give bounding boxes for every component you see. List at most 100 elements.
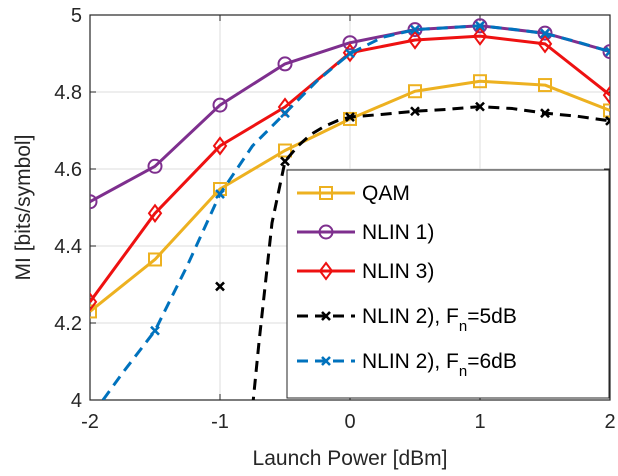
y-axis-label: MI [bits/symbol]	[12, 135, 35, 281]
data-point	[407, 30, 423, 50]
marker-x-stroke	[410, 106, 420, 117]
legend-label-sub: n	[459, 363, 467, 380]
marker-x-stroke	[150, 325, 160, 336]
legend-label-main: NLIN 2), F	[362, 305, 459, 328]
marker-x-stroke	[540, 108, 550, 119]
legend-item: QAM	[297, 182, 410, 205]
legend-label: NLIN 3)	[362, 260, 434, 283]
data-point	[473, 74, 487, 89]
legend-item: NLIN 2), Fn=5dB	[297, 305, 517, 335]
data-point	[280, 108, 290, 119]
marker-x-stroke	[280, 156, 290, 167]
legend-marker	[318, 261, 334, 281]
marker-x-stroke	[215, 189, 225, 199]
data-point	[540, 108, 550, 119]
legend-label-tail: =6dB	[467, 350, 517, 373]
legend-marker	[318, 224, 334, 240]
data-point	[537, 25, 553, 41]
data-point	[150, 325, 160, 336]
data-point	[408, 84, 422, 99]
data-point	[277, 56, 293, 72]
tick-labels: -2 -1 0 1 2 4 4.2 4.4 4.6 4.8 5	[54, 5, 615, 433]
series-layer	[90, 18, 610, 400]
data-point	[605, 46, 610, 57]
marker-x-stroke	[605, 119, 610, 126]
legend-label: NLIN 2), Fn=6dB	[362, 350, 517, 380]
legend-label-sub: n	[459, 318, 467, 335]
marker-x-stroke	[410, 24, 420, 35]
data-point	[345, 48, 355, 59]
series-3	[215, 101, 610, 400]
legend-label: QAM	[362, 182, 410, 205]
marker-x-stroke	[321, 356, 331, 366]
data-point	[602, 85, 610, 105]
data-point	[540, 28, 550, 39]
x-axis-label: Launch Power [dBm]	[253, 447, 448, 470]
marker-x-stroke	[215, 281, 225, 292]
marker-x-stroke	[540, 28, 550, 39]
marker-x-stroke	[475, 101, 485, 112]
series-line	[90, 24, 610, 204]
data-point	[90, 194, 98, 210]
data-point	[147, 158, 163, 174]
data-point	[215, 281, 225, 292]
data-point	[472, 26, 488, 46]
legend-item: NLIN 3)	[297, 260, 434, 283]
y-tick-label: 4.2	[54, 313, 82, 335]
data-point	[603, 103, 610, 118]
marker-x-stroke	[605, 115, 610, 123]
data-point	[475, 101, 485, 112]
data-point	[215, 189, 225, 199]
legend-item: NLIN 1)	[297, 221, 434, 244]
series-1	[90, 18, 610, 210]
legend-marker	[321, 356, 331, 366]
y-tick-label: 4.6	[54, 159, 82, 181]
data-point	[90, 292, 98, 312]
marker-x-stroke	[605, 46, 610, 54]
marker-x-stroke	[345, 112, 355, 122]
marker-x-stroke	[605, 49, 610, 57]
data-point	[280, 156, 290, 167]
data-point	[277, 97, 293, 117]
x-tick-label: -1	[211, 411, 229, 433]
x-tick-label: 1	[474, 411, 485, 433]
y-tick-label: 4	[71, 390, 82, 412]
legend-label-main: NLIN 2), F	[362, 350, 459, 373]
data-point	[538, 78, 552, 93]
data-point	[342, 35, 358, 51]
legend-label: NLIN 2), Fn=5dB	[362, 305, 517, 335]
marker-x-stroke	[345, 48, 355, 59]
data-point	[602, 44, 610, 60]
data-point	[343, 111, 357, 126]
legend-marker	[319, 186, 333, 200]
legend-label: NLIN 1)	[362, 221, 434, 244]
series-0	[90, 74, 610, 319]
y-tick-label: 4.8	[54, 82, 82, 104]
series-4	[101, 20, 610, 400]
data-point	[410, 24, 420, 35]
x-tick-label: 2	[604, 411, 615, 433]
legend-item: NLIN 2), Fn=6dB	[297, 350, 517, 380]
marker-x-stroke	[280, 108, 290, 119]
data-point	[278, 143, 292, 158]
data-point	[605, 115, 610, 126]
series-line	[101, 24, 610, 400]
data-point	[410, 106, 420, 117]
x-tick-label: -2	[81, 411, 99, 433]
data-point	[212, 136, 228, 156]
legend-marker	[321, 311, 331, 321]
legend-label-tail: =5dB	[467, 305, 517, 328]
data-point	[212, 97, 228, 113]
data-point	[147, 203, 163, 223]
data-point	[148, 252, 162, 267]
series-line	[90, 79, 610, 313]
data-point	[475, 20, 485, 31]
data-point	[90, 304, 97, 319]
x-tick-label: 0	[344, 411, 355, 433]
data-point	[345, 112, 355, 122]
y-tick-label: 4.4	[54, 236, 82, 258]
y-tick-label: 5	[71, 5, 82, 27]
